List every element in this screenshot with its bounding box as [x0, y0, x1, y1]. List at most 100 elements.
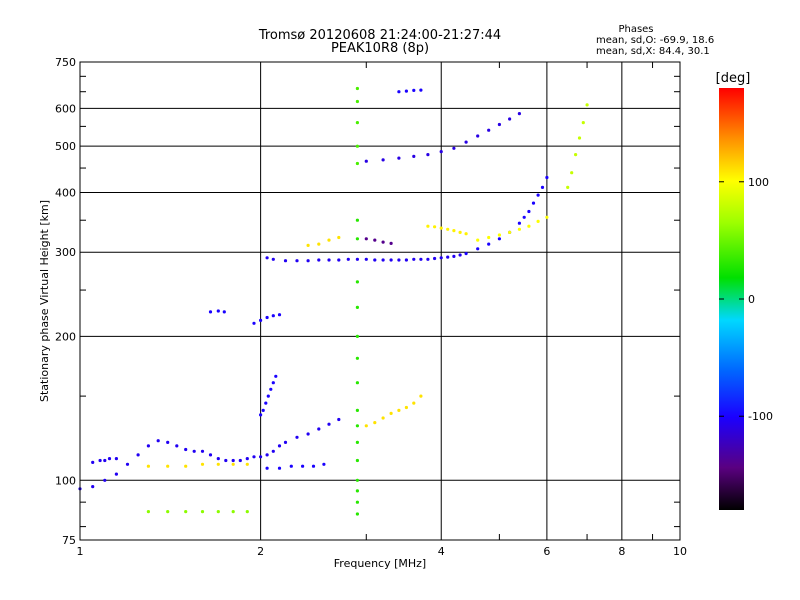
x-tick-label: 8 [618, 545, 625, 558]
data-point [355, 161, 359, 166]
data-point [265, 466, 269, 470]
y-tick-label: 500 [55, 140, 76, 153]
data-point [277, 466, 282, 470]
data-point [426, 153, 430, 157]
data-point [487, 235, 491, 240]
data-point [261, 408, 265, 412]
data-point [184, 464, 188, 468]
data-point [381, 416, 385, 420]
data-point [311, 464, 316, 468]
data-point [412, 88, 416, 92]
data-point [231, 462, 235, 466]
data-point [192, 449, 196, 453]
data-point [146, 444, 150, 448]
data-point [373, 421, 377, 425]
x-tick-label: 6 [543, 545, 550, 558]
data-point [364, 159, 368, 163]
data-point [439, 226, 443, 230]
data-point [208, 310, 213, 314]
data-point [381, 240, 385, 244]
data-point [433, 256, 437, 261]
data-point [274, 374, 278, 378]
data-point [216, 462, 220, 466]
data-point [487, 242, 491, 246]
chart-subtitle: PEAK10R8 (8p) [331, 41, 429, 56]
data-point [419, 257, 423, 261]
data-point [464, 140, 468, 144]
data-point [252, 455, 256, 459]
data-point [271, 314, 275, 318]
data-point [439, 256, 443, 260]
data-point [355, 121, 359, 125]
colorbar-tick-label: -100 [748, 410, 773, 423]
data-point [355, 408, 359, 412]
data-point [355, 424, 359, 428]
data-point [252, 321, 256, 325]
data-point [269, 387, 273, 391]
data-point [517, 227, 522, 231]
data-point [570, 171, 574, 175]
data-point [389, 241, 393, 245]
data-point [404, 258, 408, 262]
data-point [527, 209, 531, 214]
x-axis-label: Frequency [MHz] [334, 557, 426, 570]
data-point [295, 435, 299, 439]
data-point [238, 458, 242, 463]
data-point [216, 510, 220, 514]
data-point [355, 381, 359, 385]
data-point [364, 424, 368, 428]
data-point [452, 254, 456, 258]
data-point [355, 440, 359, 444]
data-point [531, 201, 536, 205]
axis-ticks: 1 2 4 6 8 10 75 100 200 300 400 500 600 750 [55, 56, 687, 558]
data-point [517, 112, 522, 116]
phase-info-x: mean, sd,X: 84.4, 30.1 [596, 46, 710, 57]
data-point [426, 257, 430, 261]
data-point [574, 153, 578, 157]
x-tick-label: 10 [673, 545, 687, 558]
phase-info-o: mean, sd,O: -69.9, 18.6 [596, 35, 714, 46]
data-point [208, 453, 213, 457]
data-point [107, 457, 112, 461]
data-point [166, 440, 170, 444]
data-point [317, 242, 321, 246]
data-point [259, 413, 263, 417]
data-point [245, 457, 249, 461]
data-point [146, 464, 150, 468]
data-point [389, 258, 393, 262]
data-point [146, 510, 150, 514]
data-point [224, 458, 228, 463]
data-point [355, 144, 359, 148]
data-point [200, 462, 205, 466]
data-point [577, 136, 582, 140]
data-point [355, 86, 359, 91]
data-point [381, 158, 385, 162]
data-point [355, 458, 359, 463]
data-point [412, 154, 416, 158]
x-tick-label: 1 [77, 545, 84, 558]
plot-frame [79, 61, 681, 541]
data-point [452, 146, 456, 150]
data-point [566, 185, 570, 189]
data-point [446, 255, 450, 259]
data-point [156, 439, 160, 443]
data-point [317, 427, 321, 431]
data-point [476, 134, 480, 138]
data-point [98, 458, 102, 463]
data-point [585, 103, 589, 107]
data-point [355, 218, 359, 222]
data-point [458, 230, 462, 234]
data-point [545, 215, 549, 219]
data-point [355, 237, 359, 241]
data-point [265, 453, 269, 457]
data-point [355, 305, 359, 309]
data-point [355, 500, 359, 504]
data-point [536, 219, 540, 223]
data-point [536, 193, 540, 197]
data-point [397, 258, 401, 262]
data-point [508, 230, 512, 234]
data-point [277, 313, 282, 317]
x-tick-label: 4 [438, 545, 445, 558]
data-point [337, 235, 341, 240]
data-point [175, 444, 179, 448]
